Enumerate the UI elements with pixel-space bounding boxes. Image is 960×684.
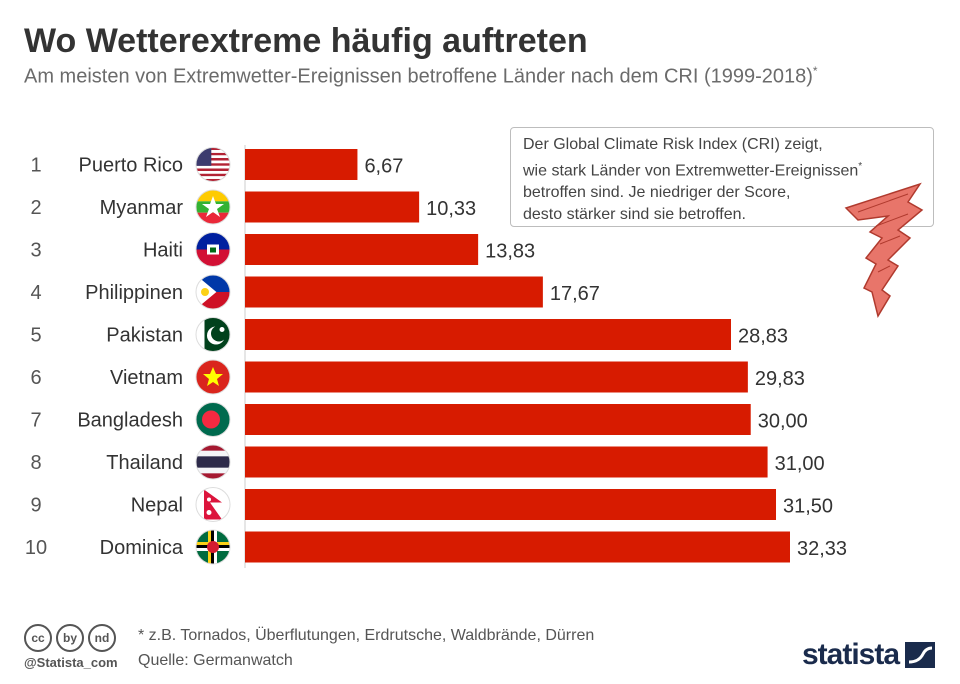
bar: [245, 234, 479, 265]
value-label: 31,50: [783, 496, 833, 518]
value-label: 32,33: [797, 538, 847, 560]
chart-subtitle: Am meisten von Extremwetter-Ereignissen …: [24, 64, 818, 88]
bangladesh-flag: [195, 402, 231, 437]
credit: @Statista_com: [24, 655, 118, 670]
bar: [245, 489, 777, 520]
info-line-2: wie stark Länder von Extremwetter-Ereign…: [523, 161, 863, 180]
info-line-4: desto stärker sind sie betroffen.: [523, 206, 746, 224]
bar: [245, 404, 751, 435]
source: Quelle: Germanwatch: [138, 652, 293, 669]
category-label: Dominica: [100, 537, 184, 559]
value-label: 28,83: [738, 326, 788, 348]
bar: [245, 191, 420, 223]
vietnam-flag: [195, 359, 231, 395]
value-label: 17,67: [550, 283, 600, 305]
brand-text: statista: [802, 638, 900, 671]
rank-label: 8: [30, 452, 41, 474]
pakistan-flag: [195, 317, 231, 352]
brand-logo[interactable]: statista: [802, 638, 936, 672]
by-icon: by: [56, 624, 84, 652]
category-label: Bangladesh: [77, 410, 183, 432]
thailand-flag: [195, 444, 231, 480]
philippines-flag: [195, 274, 231, 310]
nepal-flag: [195, 487, 231, 522]
bar: [245, 149, 358, 180]
category-label: Thailand: [106, 452, 183, 474]
category-label: Puerto Rico: [79, 155, 184, 177]
info-box: Der Global Climate Risk Index (CRI) zeig…: [510, 127, 934, 227]
info-line-3: betroffen sind. Je niedriger der Score,: [523, 184, 791, 202]
nd-icon: nd: [88, 624, 116, 652]
category-label: Myanmar: [100, 197, 184, 219]
bar: [245, 319, 731, 350]
bar: [245, 361, 748, 393]
category-label: Philippinen: [85, 282, 183, 304]
rank-label: 4: [30, 282, 41, 304]
footnote: * z.B. Tornados, Überflutungen, Erdrutsc…: [138, 627, 595, 644]
chart-title: Wo Wetterextreme häufig auftreten: [24, 22, 588, 60]
rank-label: 6: [30, 367, 41, 389]
rank-label: 2: [30, 197, 41, 219]
info-line-1: Der Global Climate Risk Index (CRI) zeig…: [523, 136, 823, 153]
category-label: Haiti: [143, 240, 183, 262]
rank-label: 1: [30, 155, 41, 177]
value-label: 6,67: [364, 156, 403, 178]
rank-label: 7: [30, 410, 41, 432]
license-icons: cc by nd: [24, 624, 116, 652]
rank-label: 9: [30, 495, 41, 517]
usa-flag: [195, 147, 231, 182]
value-label: 29,83: [755, 368, 805, 390]
value-label: 13,83: [485, 241, 535, 263]
value-label: 30,00: [758, 411, 808, 433]
rank-label: 10: [25, 537, 47, 559]
bar: [245, 276, 543, 308]
bar: [245, 531, 790, 563]
category-label: Pakistan: [106, 325, 183, 347]
value-label: 10,33: [426, 198, 476, 220]
rank-label: 3: [30, 240, 41, 262]
tornado-icon: [844, 182, 924, 318]
haiti-flag: [195, 232, 231, 267]
myanmar-flag: [195, 189, 231, 225]
rank-label: 5: [30, 325, 41, 347]
value-label: 31,00: [775, 453, 825, 475]
bar: [245, 446, 768, 478]
statista-logo-icon: [905, 642, 936, 668]
category-label: Vietnam: [110, 367, 183, 389]
category-label: Nepal: [131, 495, 183, 517]
cc-icon: cc: [24, 624, 52, 652]
dominica-flag: [195, 529, 231, 565]
